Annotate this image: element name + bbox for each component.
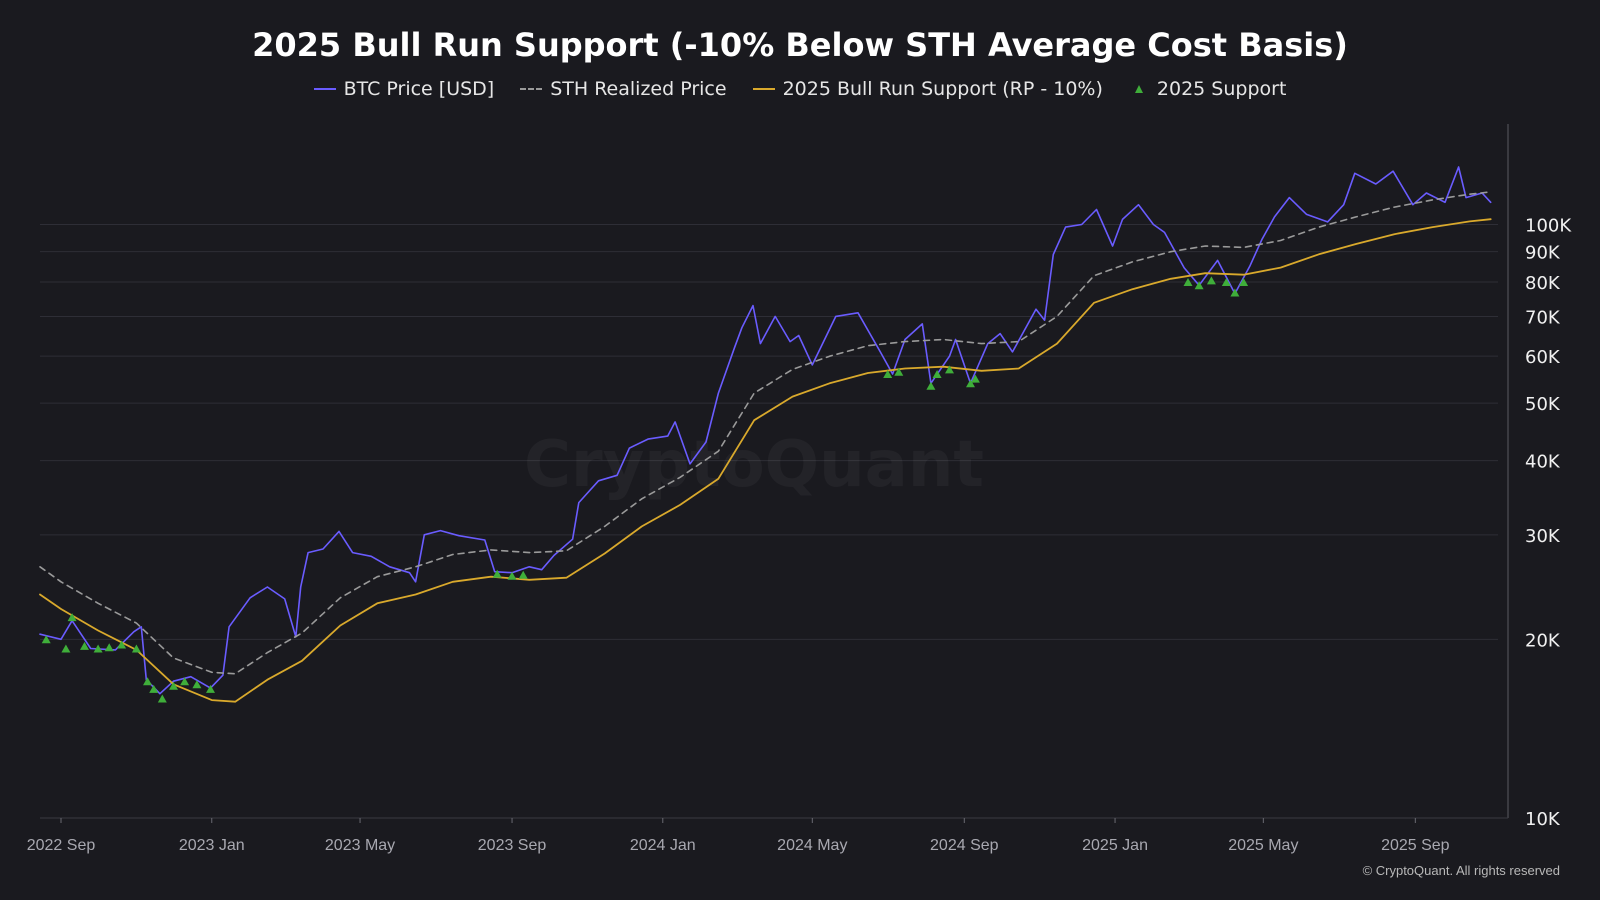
support-marker: [883, 370, 893, 378]
series-sth-realized-price: [39, 191, 1492, 675]
support-marker: [192, 680, 202, 689]
series-btc-price: [39, 166, 1492, 695]
x-tick-label: 2023 Sep: [478, 837, 547, 854]
chart-legend: BTC Price [USD] STH Realized Price 2025 …: [0, 78, 1600, 100]
support-marker: [206, 684, 215, 693]
legend-label-sth-realized-price: STH Realized Price: [550, 78, 727, 100]
legend-label-2025-support: 2025 Support: [1156, 78, 1287, 100]
support-marker: [67, 613, 77, 622]
legend-label-bull-run-support: 2025 Bull Run Support (RP - 10%): [782, 78, 1103, 100]
support-marker: [93, 644, 103, 653]
support-marker: [41, 635, 51, 644]
support-marker: [518, 570, 528, 579]
support-marker: [894, 367, 904, 376]
x-tick-label: 2024 Jan: [630, 837, 696, 854]
x-tick-label: 2023 May: [325, 837, 395, 854]
support-marker: [169, 681, 178, 690]
support-marker: [1206, 276, 1216, 285]
support-marker: [61, 644, 71, 653]
support-marker: [143, 677, 152, 686]
support-marker: [970, 374, 980, 383]
legend-item-btc-price[interactable]: BTC Price [USD]: [313, 78, 495, 100]
x-tick-label: 2024 Sep: [930, 837, 999, 854]
y-tick-label: 70K: [1525, 307, 1561, 328]
support-marker: [1194, 281, 1204, 290]
x-tick-label: 2025 Sep: [1381, 837, 1450, 854]
support-marker: [926, 381, 936, 390]
x-tick-label: 2025 Jan: [1082, 837, 1148, 854]
y-tick-label: 40K: [1525, 452, 1561, 473]
support-marker: [507, 571, 517, 580]
support-marker: [80, 641, 89, 650]
y-tick-label: 100K: [1525, 216, 1572, 237]
support-marker: [932, 370, 942, 378]
y-tick-label: 60K: [1525, 347, 1561, 368]
legend-swatch-btc-price: [313, 88, 336, 90]
legend-item-bull-run-support[interactable]: 2025 Bull Run Support (RP - 10%): [752, 78, 1103, 100]
support-marker: [157, 694, 167, 703]
support-marker: [492, 569, 502, 578]
legend-item-sth-realized-price[interactable]: STH Realized Price: [520, 78, 727, 100]
legend-label-btc-price: BTC Price [USD]: [343, 78, 495, 100]
support-marker: [149, 684, 159, 693]
support-marker: [1230, 288, 1240, 297]
x-tick-label: 2024 May: [777, 837, 847, 854]
support-marker: [1183, 278, 1193, 286]
y-tick-label: 10K: [1525, 809, 1561, 830]
support-marker: [104, 643, 114, 652]
support-marker: [131, 644, 141, 653]
support-marker: [1221, 278, 1231, 286]
legend-swatch-bull-run-support: [752, 88, 775, 90]
legend-swatch-sth-realized-price: [520, 88, 543, 90]
y-tick-label: 30K: [1525, 526, 1561, 547]
legend-swatch-2025-support: [1134, 85, 1143, 93]
series-bull-run-support: [39, 218, 1492, 703]
copyright-notice: © CryptoQuant. All rights reserved: [1362, 863, 1560, 878]
support-marker: [117, 640, 127, 649]
y-tick-label: 50K: [1525, 394, 1561, 415]
legend-item-2025-support[interactable]: 2025 Support: [1129, 78, 1287, 100]
watermark: CryptoQuant: [524, 428, 984, 502]
y-tick-label: 90K: [1525, 243, 1561, 264]
y-tick-label: 20K: [1525, 630, 1561, 651]
y-tick-label: 80K: [1525, 273, 1561, 294]
support-marker: [945, 365, 954, 374]
chart-title: 2025 Bull Run Support (-10% Below STH Av…: [252, 26, 1348, 64]
support-marker: [180, 677, 190, 686]
support-marker: [1239, 278, 1249, 286]
x-tick-label: 2023 Jan: [179, 837, 245, 854]
x-tick-label: 2025 May: [1228, 837, 1298, 854]
x-tick-label: 2022 Sep: [27, 837, 96, 854]
support-marker: [966, 379, 975, 388]
